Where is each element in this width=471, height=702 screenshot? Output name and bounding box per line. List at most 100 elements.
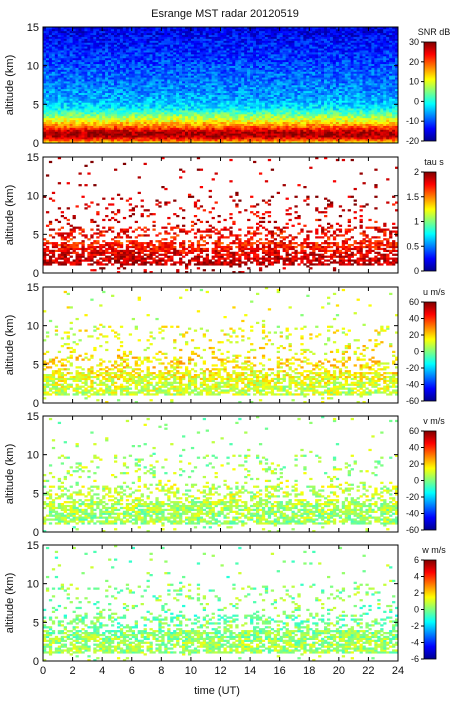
snr-cell	[187, 69, 192, 72]
snr-cell	[69, 27, 73, 30]
snr-cell	[173, 110, 177, 113]
snr-cell	[267, 135, 272, 138]
snr-cell	[276, 32, 280, 36]
snr-cell	[155, 40, 159, 43]
snr-cell	[285, 92, 289, 95]
snr-cell	[238, 27, 242, 30]
snr-cell	[214, 100, 218, 103]
snr-cell	[54, 86, 59, 90]
snr-cell	[229, 28, 233, 32]
snr-cell	[54, 108, 59, 111]
snr-cell	[99, 125, 103, 128]
snr-cell	[250, 133, 254, 136]
snr-cell	[205, 59, 209, 63]
snr-cell	[187, 83, 192, 86]
snr-cell	[116, 46, 121, 49]
snr-cell	[66, 86, 70, 90]
snr-cell	[258, 59, 263, 63]
snr-cell	[223, 131, 227, 134]
snr-cell	[232, 54, 236, 57]
snr-cell	[60, 27, 65, 30]
snr-cell	[114, 56, 118, 59]
snr-cell	[253, 108, 257, 111]
snr-cell	[223, 98, 227, 101]
snr-cell	[87, 137, 91, 140]
snr-cell	[152, 133, 156, 136]
snr-cell	[78, 77, 82, 80]
snr-cell	[247, 44, 251, 47]
snr-cell	[167, 123, 171, 126]
snr-cell	[279, 94, 283, 97]
snr-cell	[205, 42, 209, 45]
snr-cell	[116, 77, 121, 80]
snr-cell	[51, 85, 56, 88]
snr-cell	[229, 123, 233, 126]
snr-cell	[45, 121, 50, 124]
snr-cell	[226, 50, 230, 53]
snr-cell	[90, 98, 94, 101]
snr-cell	[256, 69, 260, 72]
snr-cell	[176, 54, 180, 57]
snr-cell	[93, 67, 97, 70]
snr-cell	[261, 48, 266, 51]
snr-cell	[140, 46, 144, 49]
snr-cell	[114, 77, 118, 80]
snr-cell	[137, 50, 141, 53]
snr-cell	[220, 102, 224, 105]
snr-cell	[108, 63, 112, 66]
snr-cell	[140, 27, 144, 30]
snr-cell	[187, 108, 192, 111]
snr-cell	[90, 48, 94, 51]
snr-cell	[264, 46, 269, 49]
snr-cell	[258, 30, 263, 34]
snr-cell	[270, 92, 275, 95]
snr-cell	[196, 86, 201, 90]
snr-cell	[217, 135, 221, 138]
snr-cell	[226, 106, 230, 109]
snr-cell	[182, 104, 186, 107]
snr-cell	[143, 79, 147, 82]
snr-cell	[102, 67, 106, 70]
snr-cell	[125, 57, 130, 61]
snr-cell	[173, 67, 177, 70]
snr-cell	[72, 36, 76, 39]
snr-cell	[93, 42, 97, 45]
snr-cell	[196, 141, 201, 144]
snr-cell	[164, 75, 168, 78]
snr-cell	[241, 106, 245, 109]
snr-cell	[131, 46, 136, 49]
snr-cell	[229, 115, 233, 119]
snr-cell	[173, 96, 177, 99]
snr-cell	[279, 38, 283, 41]
snr-cell	[185, 71, 189, 74]
snr-cell	[54, 67, 59, 70]
snr-cell	[199, 104, 204, 107]
snr-cell	[87, 112, 91, 115]
snr-cell	[114, 94, 118, 97]
snr-cell	[261, 129, 266, 132]
snr-cell	[111, 65, 115, 68]
snr-cell	[282, 40, 286, 43]
snr-cell	[63, 42, 67, 45]
snr-cell	[125, 38, 130, 41]
snr-cell	[152, 79, 156, 82]
snr-cell	[253, 52, 257, 55]
snr-cell	[51, 42, 56, 45]
snr-cell	[273, 114, 278, 117]
snr-cell	[187, 71, 192, 74]
snr-cell	[185, 40, 189, 43]
snr-cell	[134, 28, 138, 32]
snr-cell	[125, 135, 130, 138]
snr-cell	[273, 100, 278, 103]
snr-cell	[116, 67, 121, 70]
snr-cell	[185, 83, 189, 86]
snr-cell	[193, 34, 198, 37]
snr-cell	[250, 102, 254, 105]
snr-cell	[226, 27, 230, 30]
snr-cell	[279, 129, 283, 132]
snr-cell	[244, 44, 248, 47]
snr-cell	[152, 129, 156, 132]
snr-cell	[78, 63, 82, 66]
snr-cell	[84, 104, 88, 107]
snr-cell	[253, 129, 257, 132]
